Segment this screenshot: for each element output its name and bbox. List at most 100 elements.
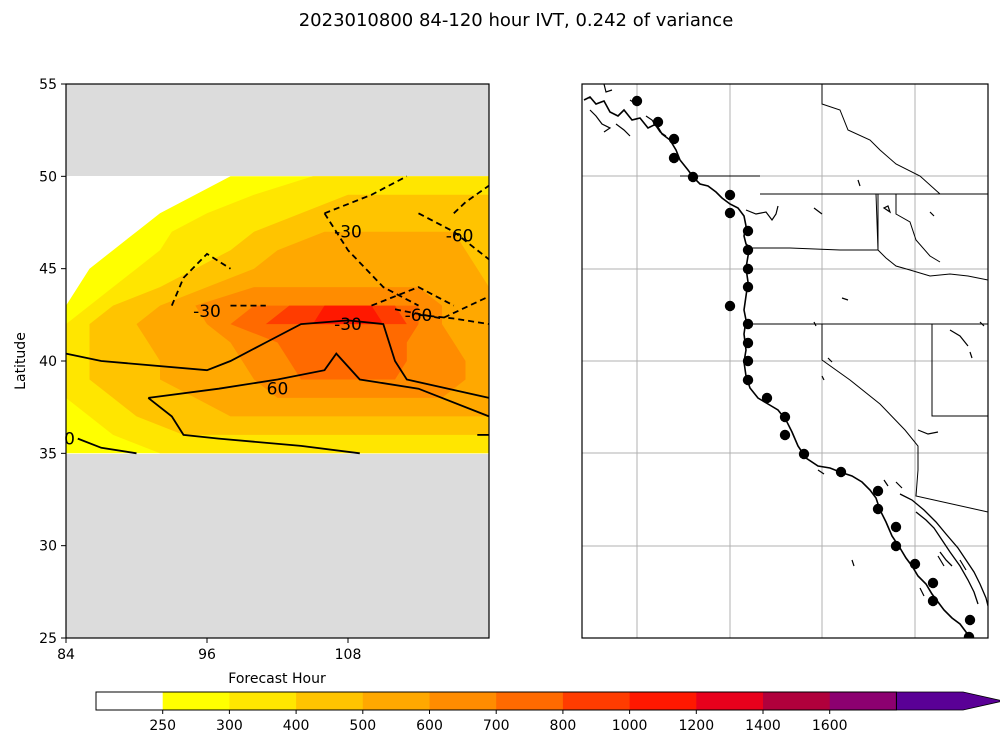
- colorbar-tick-label: 1000: [612, 718, 648, 734]
- colorbar-tick-label: 800: [550, 718, 577, 734]
- station-marker: [835, 466, 847, 478]
- station-marker: [631, 95, 643, 107]
- y-axis-label: Latitude: [13, 332, 29, 390]
- contour-line-2: [323, 212, 419, 307]
- station-marker: [964, 614, 976, 626]
- y-tick-label: 40: [39, 354, 57, 370]
- y-tick-label: 35: [39, 446, 57, 462]
- coastline: [583, 96, 971, 638]
- political-borders: [680, 84, 988, 513]
- station-marker: [724, 207, 736, 219]
- x-tick-label: 108: [335, 647, 362, 663]
- x-tick-label: 84: [57, 647, 75, 663]
- lakes: [813, 179, 985, 597]
- contour-label: -60: [446, 226, 474, 246]
- station-marker: [927, 577, 939, 589]
- colorbar-tick-label: 1200: [678, 718, 714, 734]
- figure-title: 2023010800 84-120 hour IVT, 0.242 of var…: [299, 10, 734, 31]
- contour-line-9: [65, 319, 490, 399]
- colorbar-tick-label: 600: [416, 718, 443, 734]
- contour-line-0: [170, 252, 231, 306]
- station-marker: [742, 244, 754, 256]
- colorbar-tick-label: 250: [149, 718, 176, 734]
- station-marker: [927, 595, 939, 607]
- colorbar-tick-label: 500: [349, 718, 376, 734]
- station-marker: [652, 116, 664, 128]
- colorbar-swatch: [496, 692, 564, 710]
- station-marker: [890, 521, 902, 533]
- station-marker: [909, 558, 921, 570]
- colorbar-tick-label: 1400: [745, 718, 781, 734]
- station-marker: [742, 337, 754, 349]
- contour-line-8: [418, 313, 490, 325]
- contour-line-10: [148, 352, 490, 418]
- station-marker: [742, 374, 754, 386]
- colorbar-swatch: [429, 692, 497, 710]
- station-markers: [631, 95, 976, 638]
- station-marker: [798, 448, 810, 460]
- station-marker: [890, 540, 902, 552]
- y-tick-label: 55: [39, 77, 57, 93]
- station-marker: [742, 225, 754, 237]
- station-marker: [742, 281, 754, 293]
- contour-line-4: [418, 212, 490, 261]
- colorbar-tick-label: 1600: [812, 718, 848, 734]
- contour-label: -30: [334, 315, 362, 335]
- station-marker: [872, 503, 884, 515]
- correlation-contours: [65, 175, 490, 455]
- station-marker: [761, 392, 773, 404]
- colorbar-swatch: [696, 692, 764, 710]
- colorbar-extend-arrow: [896, 691, 1000, 711]
- map-gridlines: [582, 84, 988, 638]
- y-tick-label: 50: [39, 169, 57, 185]
- colorbar-swatch: [296, 692, 364, 710]
- x-axis-ticks: 84 96 108: [57, 638, 361, 663]
- x-tick-label: 96: [198, 647, 216, 663]
- colorbar-tick-label: 300: [216, 718, 243, 734]
- y-tick-label: 45: [39, 262, 57, 278]
- contour-line-6: [371, 286, 455, 307]
- contour-line-5: [453, 184, 490, 214]
- station-marker: [742, 263, 754, 275]
- station-marker: [779, 411, 791, 423]
- station-marker: [742, 355, 754, 367]
- filled-contours: [66, 176, 489, 454]
- station-marker: [779, 429, 791, 441]
- contour-line-3: [324, 175, 408, 215]
- colorbar-swatch: [763, 692, 831, 710]
- station-marker: [724, 189, 736, 201]
- colorbar-swatch: [829, 692, 897, 710]
- y-tick-label: 25: [39, 631, 57, 647]
- station-marker: [687, 171, 699, 183]
- ivt-band-1000: [312, 305, 384, 325]
- map-frame: [581, 83, 989, 639]
- colorbar-tick-label: 400: [283, 718, 310, 734]
- colorbar: 250 300 400 500 600 700 800 1000 1200 1400 1600: [95, 691, 1000, 734]
- colorbar-swatch: [96, 692, 164, 710]
- contour-line-7: [394, 295, 490, 320]
- colorbar-swatch: [162, 692, 230, 710]
- baja-gulf-coast: [899, 493, 988, 607]
- station-marker: [668, 133, 680, 145]
- contour-label: 0: [64, 430, 75, 450]
- station-marker: [724, 300, 736, 312]
- x-axis-label: Forecast Hour: [228, 671, 326, 687]
- contour-label: -30: [193, 302, 221, 322]
- colorbar-swatch: [362, 692, 430, 710]
- station-marker: [668, 152, 680, 164]
- ivt-chart-panel: -30 -30 -60 -60 -30 60 0 84 96 108 25 30 35 40 45 50 5…: [13, 77, 490, 687]
- station-marker: [963, 631, 975, 638]
- colorbar-tick-label: 700: [483, 718, 510, 734]
- colorbar-swatch: [629, 692, 697, 710]
- contour-label: -60: [405, 306, 433, 326]
- station-marker: [872, 485, 884, 497]
- contour-labels: -30 -30 -60 -60 -30 60 0: [64, 223, 473, 450]
- y-axis-ticks: 25 30 35 40 45 50 55: [39, 77, 66, 647]
- contour-label: -30: [334, 223, 362, 243]
- contour-line-12: [77, 437, 137, 455]
- west-coast-map-panel: [581, 83, 989, 639]
- station-marker: [742, 318, 754, 330]
- contour-line-11: [147, 397, 360, 455]
- y-tick-label: 30: [39, 539, 57, 555]
